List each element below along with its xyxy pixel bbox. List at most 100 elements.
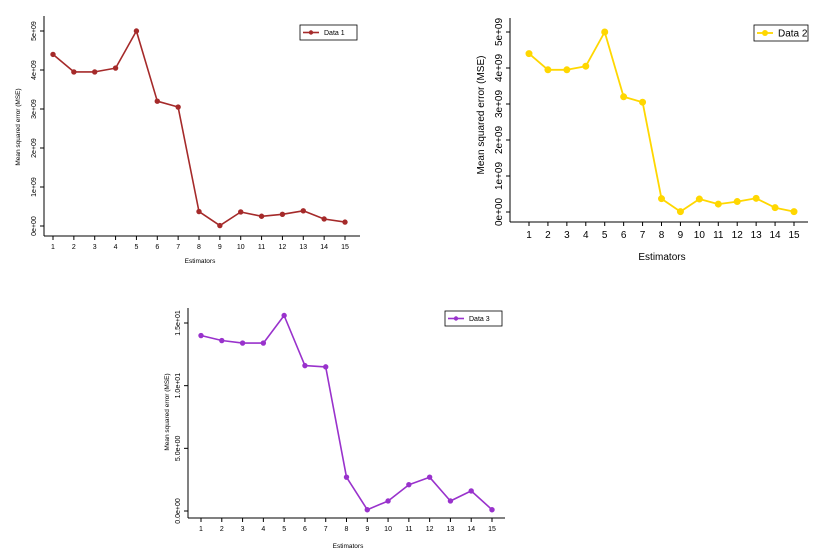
- data-point: [601, 28, 609, 36]
- x-tick-label: 2: [72, 244, 76, 251]
- legend-marker: [762, 30, 768, 36]
- data-point: [364, 507, 370, 513]
- data-point: [714, 200, 722, 208]
- x-tick-label: 6: [155, 244, 159, 251]
- y-axis-title: Mean squared error (MSE): [15, 88, 22, 165]
- data-point: [582, 62, 590, 70]
- data-point: [219, 337, 225, 344]
- x-tick-label: 10: [694, 230, 706, 241]
- data-point: [92, 69, 98, 75]
- legend-label: Data 2: [778, 29, 808, 40]
- y-tick-label: 5e+09: [494, 18, 505, 47]
- x-tick-label: 14: [320, 244, 328, 251]
- data-point: [525, 50, 533, 58]
- x-tick-label: 7: [640, 230, 646, 241]
- data-point: [771, 204, 779, 212]
- x-tick-label: 9: [365, 526, 369, 533]
- y-axis-title: Mean squared error (MSE): [164, 373, 171, 450]
- data-point: [447, 498, 454, 504]
- y-tick-label: 1.0e+01: [175, 373, 182, 399]
- x-tick-label: 6: [303, 526, 307, 533]
- y-tick-label: 3e+09: [494, 90, 505, 119]
- x-tick-label: 2: [545, 230, 551, 241]
- data-point: [658, 195, 665, 203]
- legend-marker: [453, 316, 459, 321]
- data-point: [50, 51, 56, 58]
- data-point: [133, 28, 140, 34]
- data-point: [239, 340, 246, 346]
- y-tick-label: 2e+09: [494, 126, 505, 155]
- x-tick-label: 10: [384, 526, 392, 533]
- series-line: [528, 31, 795, 213]
- data-point: [426, 474, 433, 480]
- data-point: [733, 198, 741, 206]
- x-axis-title: Estimators: [638, 252, 685, 263]
- data-point: [175, 104, 181, 110]
- x-tick-label: 10: [237, 244, 245, 251]
- x-tick-label: 11: [405, 526, 412, 533]
- data-point: [342, 219, 348, 225]
- legend-label: Data 3: [469, 316, 490, 323]
- data-point: [198, 332, 204, 339]
- data-point: [385, 498, 391, 504]
- x-tick-label: 1: [199, 526, 203, 533]
- x-tick-label: 4: [114, 244, 118, 251]
- x-tick-label: 4: [583, 230, 589, 241]
- series-line: [52, 30, 346, 227]
- chart-panel-1: 1 2 3 4 5 6 7 8 9 10 11 12 13 14 150e+001e+092e+093e+0…: [15, 16, 360, 265]
- x-tick-label: 13: [447, 526, 455, 533]
- y-tick-label: 1.5e+01: [175, 310, 182, 336]
- data-point: [620, 93, 628, 101]
- data-point: [563, 66, 571, 74]
- x-tick-label: 9: [218, 244, 222, 251]
- x-tick-label: 11: [258, 244, 265, 251]
- x-tick-label: 3: [564, 230, 570, 241]
- x-tick-label: 13: [751, 230, 763, 241]
- x-tick-label: 7: [176, 244, 180, 251]
- x-tick-label: 12: [279, 244, 287, 251]
- data-point: [752, 194, 760, 202]
- legend: Data 1: [299, 24, 358, 41]
- x-axis-title: Estimators: [333, 543, 364, 550]
- legend-label: Data 1: [324, 30, 345, 37]
- y-tick-label: 2e+09: [31, 138, 38, 158]
- data-point: [468, 488, 474, 494]
- x-tick-label: 4: [261, 526, 265, 533]
- y-tick-label: 0e+00: [494, 198, 505, 227]
- legend-marker: [308, 30, 314, 35]
- data-point: [639, 98, 647, 106]
- y-tick-label: 0e+00: [31, 216, 38, 236]
- legend-box: [299, 24, 358, 41]
- x-tick-label: 3: [241, 526, 245, 533]
- x-tick-label: 15: [788, 230, 800, 241]
- data-point: [281, 312, 287, 319]
- x-tick-label: 1: [51, 244, 55, 251]
- data-point: [790, 208, 798, 216]
- legend-box: [444, 310, 503, 327]
- x-tick-label: 14: [467, 526, 475, 533]
- data-point: [196, 208, 202, 215]
- x-tick-label: 2: [220, 526, 224, 533]
- data-point: [71, 69, 77, 75]
- x-axis-title: Estimators: [185, 258, 216, 265]
- data-point: [406, 481, 412, 488]
- data-point: [343, 474, 350, 480]
- x-tick-label: 15: [341, 244, 349, 251]
- x-tick-label: 8: [345, 526, 349, 533]
- x-tick-label: 3: [93, 244, 97, 251]
- x-tick-label: 7: [324, 526, 328, 533]
- y-tick-label: 5.0e+00: [175, 435, 182, 461]
- y-tick-label: 1e+09: [494, 162, 505, 191]
- data-point: [695, 195, 703, 203]
- data-point: [302, 362, 308, 369]
- y-tick-label: 0.0e+00: [175, 498, 182, 524]
- x-tick-label: 5: [282, 526, 286, 533]
- data-point: [279, 211, 286, 218]
- x-tick-label: 8: [659, 230, 665, 241]
- legend-box: [753, 24, 809, 42]
- x-tick-label: 1: [526, 230, 532, 241]
- y-tick-label: 3e+09: [31, 99, 38, 119]
- y-tick-label: 5e+09: [31, 21, 38, 41]
- x-tick-label: 14: [770, 230, 782, 241]
